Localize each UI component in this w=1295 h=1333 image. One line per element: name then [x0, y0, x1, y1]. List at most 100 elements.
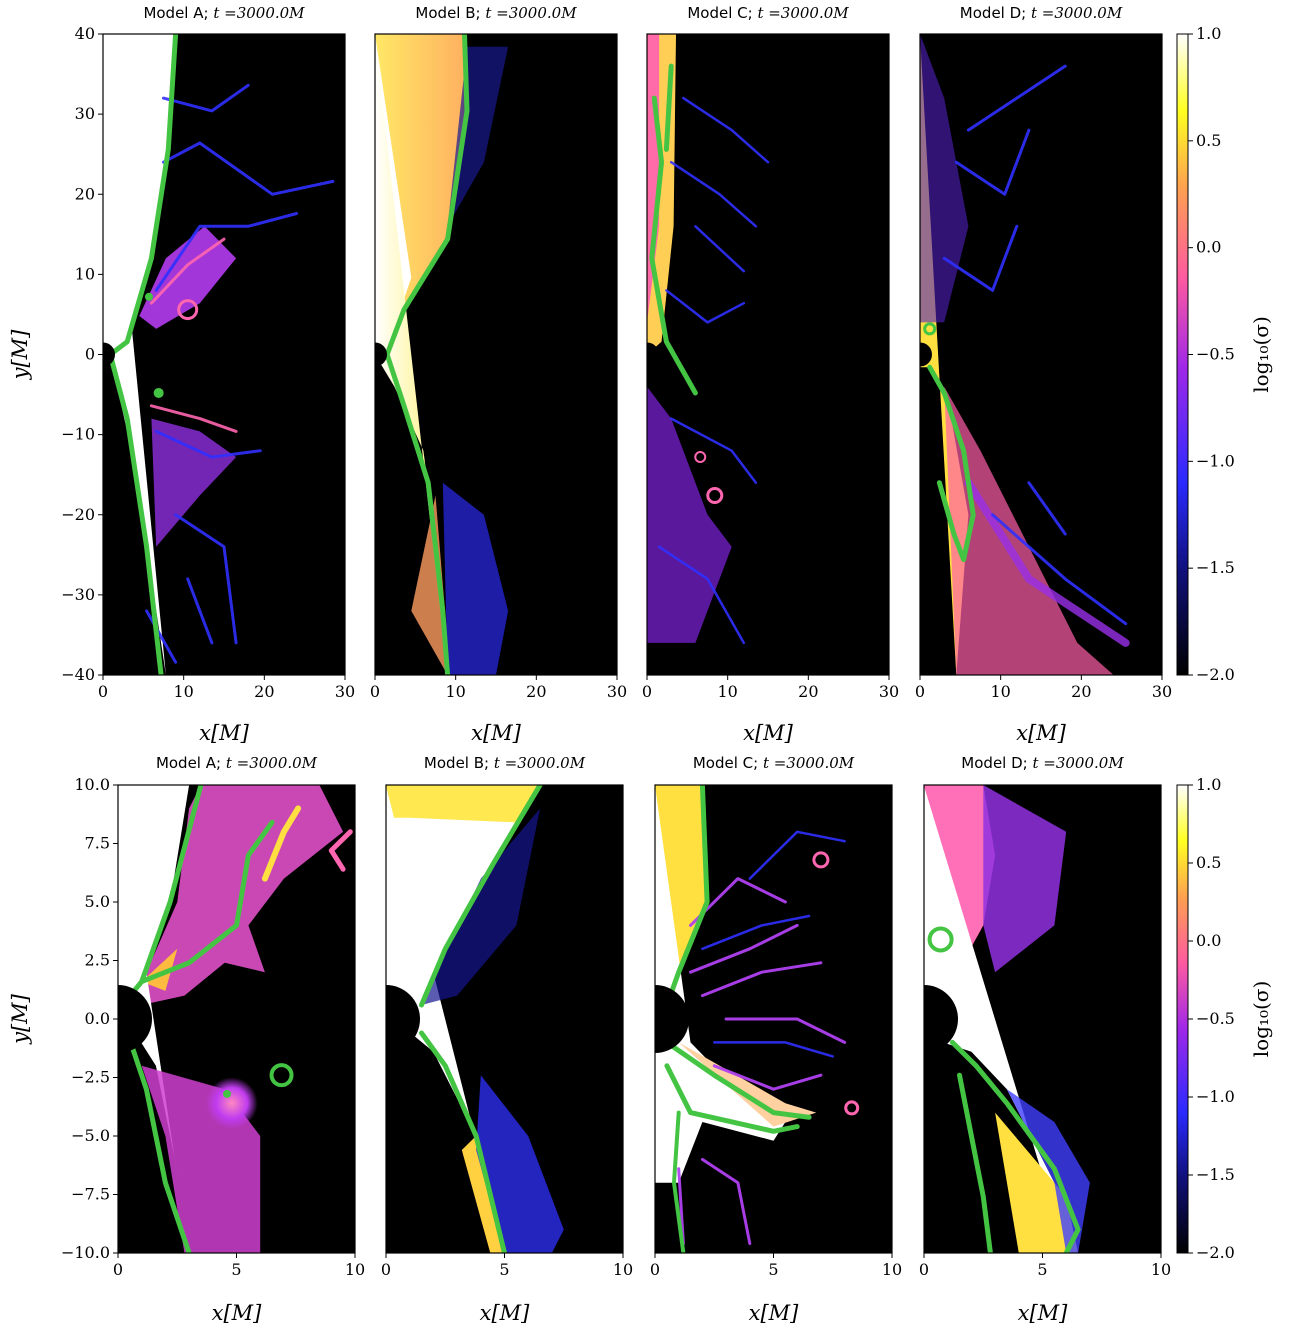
- y-tick-label: −10.0: [61, 1243, 110, 1262]
- panel-title-model: Model D;: [961, 754, 1032, 772]
- panel-title-time: t =3000.0M: [213, 4, 305, 22]
- field-map: [924, 785, 1090, 1253]
- colorbar-tick-label: −0.5: [1196, 1009, 1235, 1028]
- x-tick-label: 20: [798, 682, 818, 701]
- panel-title: Model D; t =3000.0M: [961, 754, 1124, 772]
- x-tick-label: 20: [254, 682, 274, 701]
- field-map: [118, 785, 353, 1253]
- panel-frame: [919, 33, 1163, 676]
- panel-title-time: t =3000.0M: [485, 4, 577, 22]
- black-hole: [118, 985, 152, 1053]
- x-tick-label: 30: [1152, 682, 1172, 701]
- y-tick-label: −10: [61, 425, 95, 444]
- y-tick-label: 40: [75, 24, 95, 43]
- panel-title: Model C; t =3000.0M: [687, 4, 849, 22]
- x-tick-label: 20: [526, 682, 546, 701]
- panel-title: Model B; t =3000.0M: [424, 754, 586, 772]
- x-axis-label: x[M]: [212, 1301, 263, 1325]
- y-axis-label: y[M]: [8, 329, 32, 381]
- x-tick-label: 0: [915, 682, 925, 701]
- x-tick-label: 10: [173, 682, 193, 701]
- colorbar-label: log₁₀(σ): [1249, 981, 1273, 1058]
- x-tick-label: 10: [882, 1260, 902, 1279]
- x-axis-label: x[M]: [743, 721, 794, 745]
- black-hole: [386, 985, 420, 1053]
- panel-title-model: Model A;: [156, 754, 226, 772]
- y-tick-label: 0: [85, 345, 95, 364]
- black-hole: [655, 985, 689, 1053]
- y-tick-label: 20: [75, 184, 95, 203]
- panel-wide-model-d: [919, 33, 1163, 676]
- panel-title: Model B; t =3000.0M: [415, 4, 577, 22]
- y-tick-label: 2.5: [85, 951, 110, 970]
- x-tick-label: 0: [98, 682, 108, 701]
- y-tick-label: 10: [75, 264, 95, 283]
- y-tick-label: −20: [61, 505, 95, 524]
- colorbar-tick-label: 1.0: [1196, 775, 1221, 794]
- black-hole: [375, 342, 387, 367]
- panel-title-time: t =3000.0M: [763, 754, 855, 772]
- y-tick-label: −2.5: [71, 1068, 110, 1087]
- colorbar-wide: 1.0 0.5 0.0 −0.5 −1.0 −1.5 −2.0 log₁₀(σ): [1176, 24, 1273, 684]
- colorbar-tick-label: −2.0: [1196, 1243, 1235, 1262]
- y-tick-label: 5.0: [85, 892, 110, 911]
- y-tick-label: −30: [61, 585, 95, 604]
- y-tick-label: 10.0: [74, 775, 110, 794]
- panel-title-time: t =3000.0M: [1032, 754, 1124, 772]
- panel-frame: [646, 33, 890, 676]
- colorbar-tick-label: −1.5: [1196, 558, 1235, 577]
- panel-title-time: t =3000.0M: [1031, 4, 1123, 22]
- colorbar-tick-label: −1.0: [1196, 451, 1235, 470]
- x-axis-label: x[M]: [1018, 1301, 1069, 1325]
- panel-wide-model-c: [646, 33, 890, 676]
- x-tick-label: 10: [445, 682, 465, 701]
- panel-zoom-model-d: [923, 784, 1162, 1254]
- field-map: [655, 785, 860, 1253]
- x-tick-label: 10: [1151, 1260, 1171, 1279]
- panel-title-model: Model D;: [960, 4, 1031, 22]
- colorbar-gradient: [1176, 33, 1189, 676]
- field-map: [375, 34, 509, 675]
- x-axis-label: x[M]: [749, 1301, 800, 1325]
- x-tick-label: 10: [990, 682, 1010, 701]
- panel-title: Model D; t =3000.0M: [960, 4, 1123, 22]
- panel-title-model: Model A;: [143, 4, 213, 22]
- x-tick-label: 5: [231, 1260, 241, 1279]
- black-hole: [920, 342, 932, 367]
- panel-frame: [374, 33, 618, 676]
- x-axis-label: x[M]: [480, 1301, 531, 1325]
- field-map: [386, 785, 564, 1253]
- y-tick-label: 0.0: [85, 1009, 110, 1028]
- field-map: [103, 34, 335, 675]
- colorbar-tick-label: −1.5: [1196, 1165, 1235, 1184]
- colorbar-tick-label: 0.5: [1196, 131, 1221, 150]
- x-tick-label: 0: [113, 1260, 123, 1279]
- x-tick-label: 5: [768, 1260, 778, 1279]
- x-tick-label: 30: [607, 682, 627, 701]
- x-tick-label: 0: [642, 682, 652, 701]
- colorbar-gradient: [1176, 784, 1189, 1254]
- black-hole: [103, 342, 115, 367]
- panel-title: Model A; t =3000.0M: [143, 4, 305, 22]
- panel-title: Model A; t =3000.0M: [156, 754, 318, 772]
- colorbar-tick-label: 0.0: [1196, 238, 1221, 257]
- x-axis-label: x[M]: [471, 721, 522, 745]
- panel-wide-model-a: [102, 33, 346, 676]
- panel-title-model: Model C;: [687, 4, 757, 22]
- x-tick-label: 10: [613, 1260, 633, 1279]
- colorbar-tick-label: 0.5: [1196, 853, 1221, 872]
- x-tick-label: 5: [1037, 1260, 1047, 1279]
- colorbar-tick-label: −0.5: [1196, 345, 1235, 364]
- field-map: [647, 34, 770, 645]
- x-axis-label: x[M]: [1016, 721, 1067, 745]
- panel-title-time: t =3000.0M: [757, 4, 849, 22]
- y-tick-label: −7.5: [71, 1185, 110, 1204]
- x-tick-label: 10: [717, 682, 737, 701]
- y-tick-label: −5.0: [71, 1126, 110, 1145]
- colorbar-tick-label: −2.0: [1196, 665, 1235, 684]
- colorbar-label: log₁₀(σ): [1249, 316, 1273, 393]
- y-tick-label: 30: [75, 104, 95, 123]
- panel-zoom-model-a: [117, 784, 356, 1254]
- y-tick-label: −40: [61, 665, 95, 684]
